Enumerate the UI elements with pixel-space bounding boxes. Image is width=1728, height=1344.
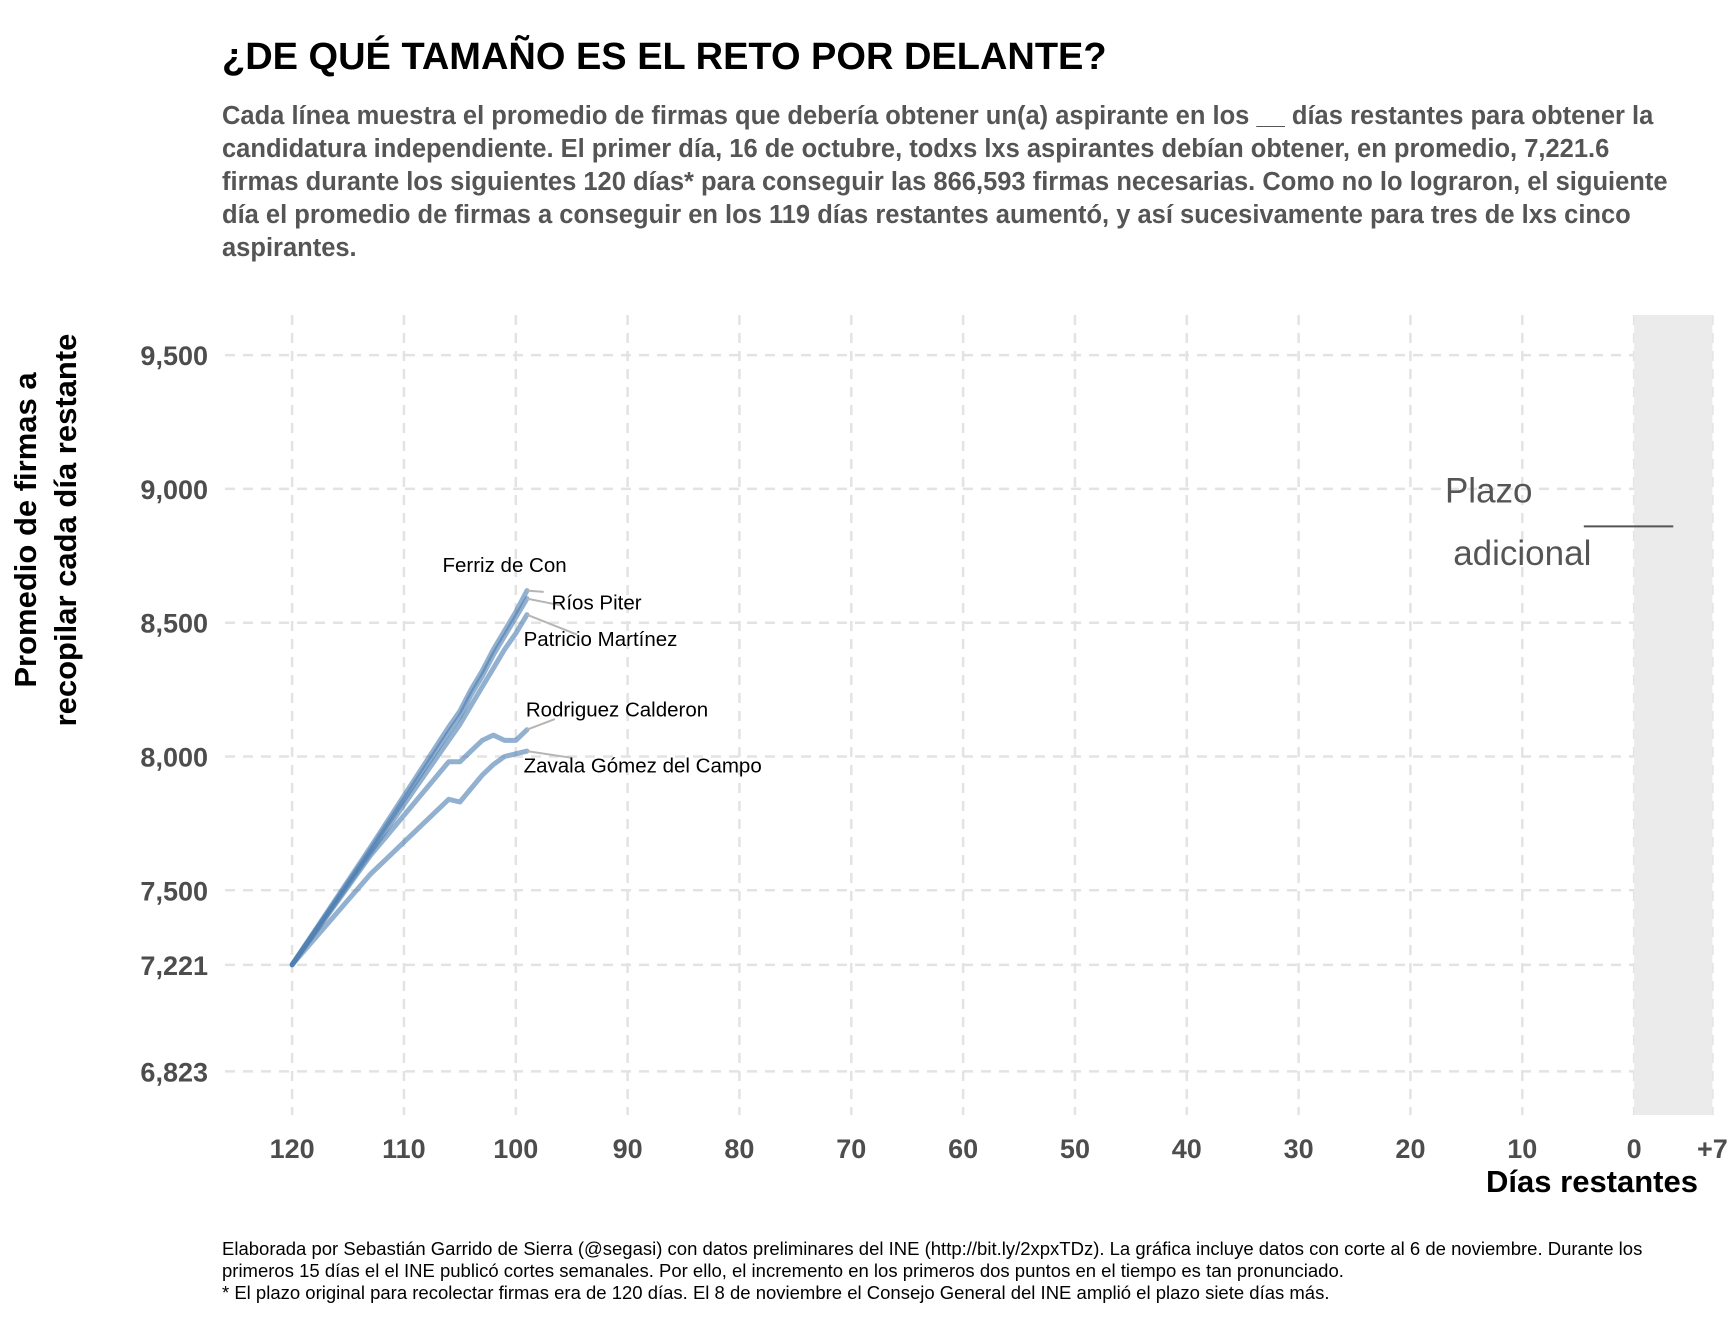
y-tick-label: 6,823 [140, 1057, 208, 1087]
label-leader-line [526, 750, 572, 759]
series-line [289, 612, 530, 968]
line-chart: Plazo adicional Ferriz de Con Ríos Piter Pa… [8, 315, 1728, 1199]
series-label: Ferriz de Con [442, 554, 566, 577]
series-label: Ríos Piter [552, 591, 642, 614]
label-leader-line [526, 597, 561, 607]
label-leader-line [526, 613, 578, 636]
y-tick-label: 8,000 [140, 742, 208, 772]
y-tick-label: 9,500 [140, 341, 208, 371]
x-axis-title: Días restantes [1486, 1164, 1698, 1199]
x-tick-label: 30 [1284, 1134, 1314, 1164]
label-leader-line [526, 589, 544, 593]
series-label: Zavala Gómez del Campo [524, 755, 762, 778]
y-tick-label: 7,221 [140, 951, 208, 981]
series-labels: Ferriz de Con Ríos Piter Patricio Martínez… [442, 554, 761, 778]
series-line [289, 588, 530, 968]
x-tick-label: 120 [270, 1134, 315, 1164]
x-tick-label: 0 [1627, 1134, 1642, 1164]
series-line [289, 727, 530, 968]
series-lines [289, 588, 530, 968]
series-line [289, 748, 530, 968]
series-label: Patricio Martínez [524, 628, 678, 651]
chart-caption: Elaborada por Sebastián Garrido de Sierr… [222, 1238, 1682, 1304]
grid [225, 315, 1718, 1115]
caption-source: Elaborada por Sebastián Garrido de Sierr… [222, 1238, 1643, 1281]
x-tick-label: 60 [948, 1134, 978, 1164]
x-tick-label: 110 [382, 1134, 426, 1164]
additional-period-region: Plazo adicional [1445, 315, 1713, 1115]
additional-period-label-1: Plazo [1445, 471, 1533, 510]
x-tick-label: 40 [1172, 1134, 1202, 1164]
x-tick-label: 70 [836, 1134, 866, 1164]
y-axis-title-line-1: Promedio de firmas a [8, 372, 43, 688]
x-tick-label: 20 [1395, 1134, 1425, 1164]
x-tick-label: 50 [1060, 1134, 1090, 1164]
x-tick-label: +7 [1697, 1134, 1728, 1164]
series-label: Rodriguez Calderon [526, 698, 708, 721]
x-axis-ticks: 120 110 100 90 80 70 60 50 40 30 20 10 0 +7 [270, 1134, 1728, 1164]
chart-title: ¿DE QUÉ TAMAÑO ES EL RETO POR DELANTE? [222, 36, 1107, 78]
caption-footnote: * El plazo original para recolectar firm… [222, 1282, 1330, 1303]
x-tick-label: 90 [613, 1134, 643, 1164]
chart-subtitle: Cada línea muestra el promedio de firmas… [222, 102, 1668, 262]
additional-period-band [1634, 315, 1713, 1115]
x-tick-label: 80 [724, 1134, 754, 1164]
series-line [289, 596, 530, 968]
label-leader-line [526, 718, 556, 731]
y-tick-label: 8,500 [140, 609, 208, 639]
y-axis-title-line-2: recopilar cada día restante [48, 334, 83, 727]
y-tick-label: 7,500 [140, 876, 208, 906]
x-tick-label: 100 [493, 1134, 538, 1164]
y-axis-ticks: 6,823 7,221 7,500 8,000 8,500 9,000 9,500 [140, 341, 208, 1087]
additional-period-label-2: adicional [1453, 534, 1591, 573]
x-tick-label: 10 [1507, 1134, 1537, 1164]
y-tick-label: 9,000 [140, 475, 208, 505]
